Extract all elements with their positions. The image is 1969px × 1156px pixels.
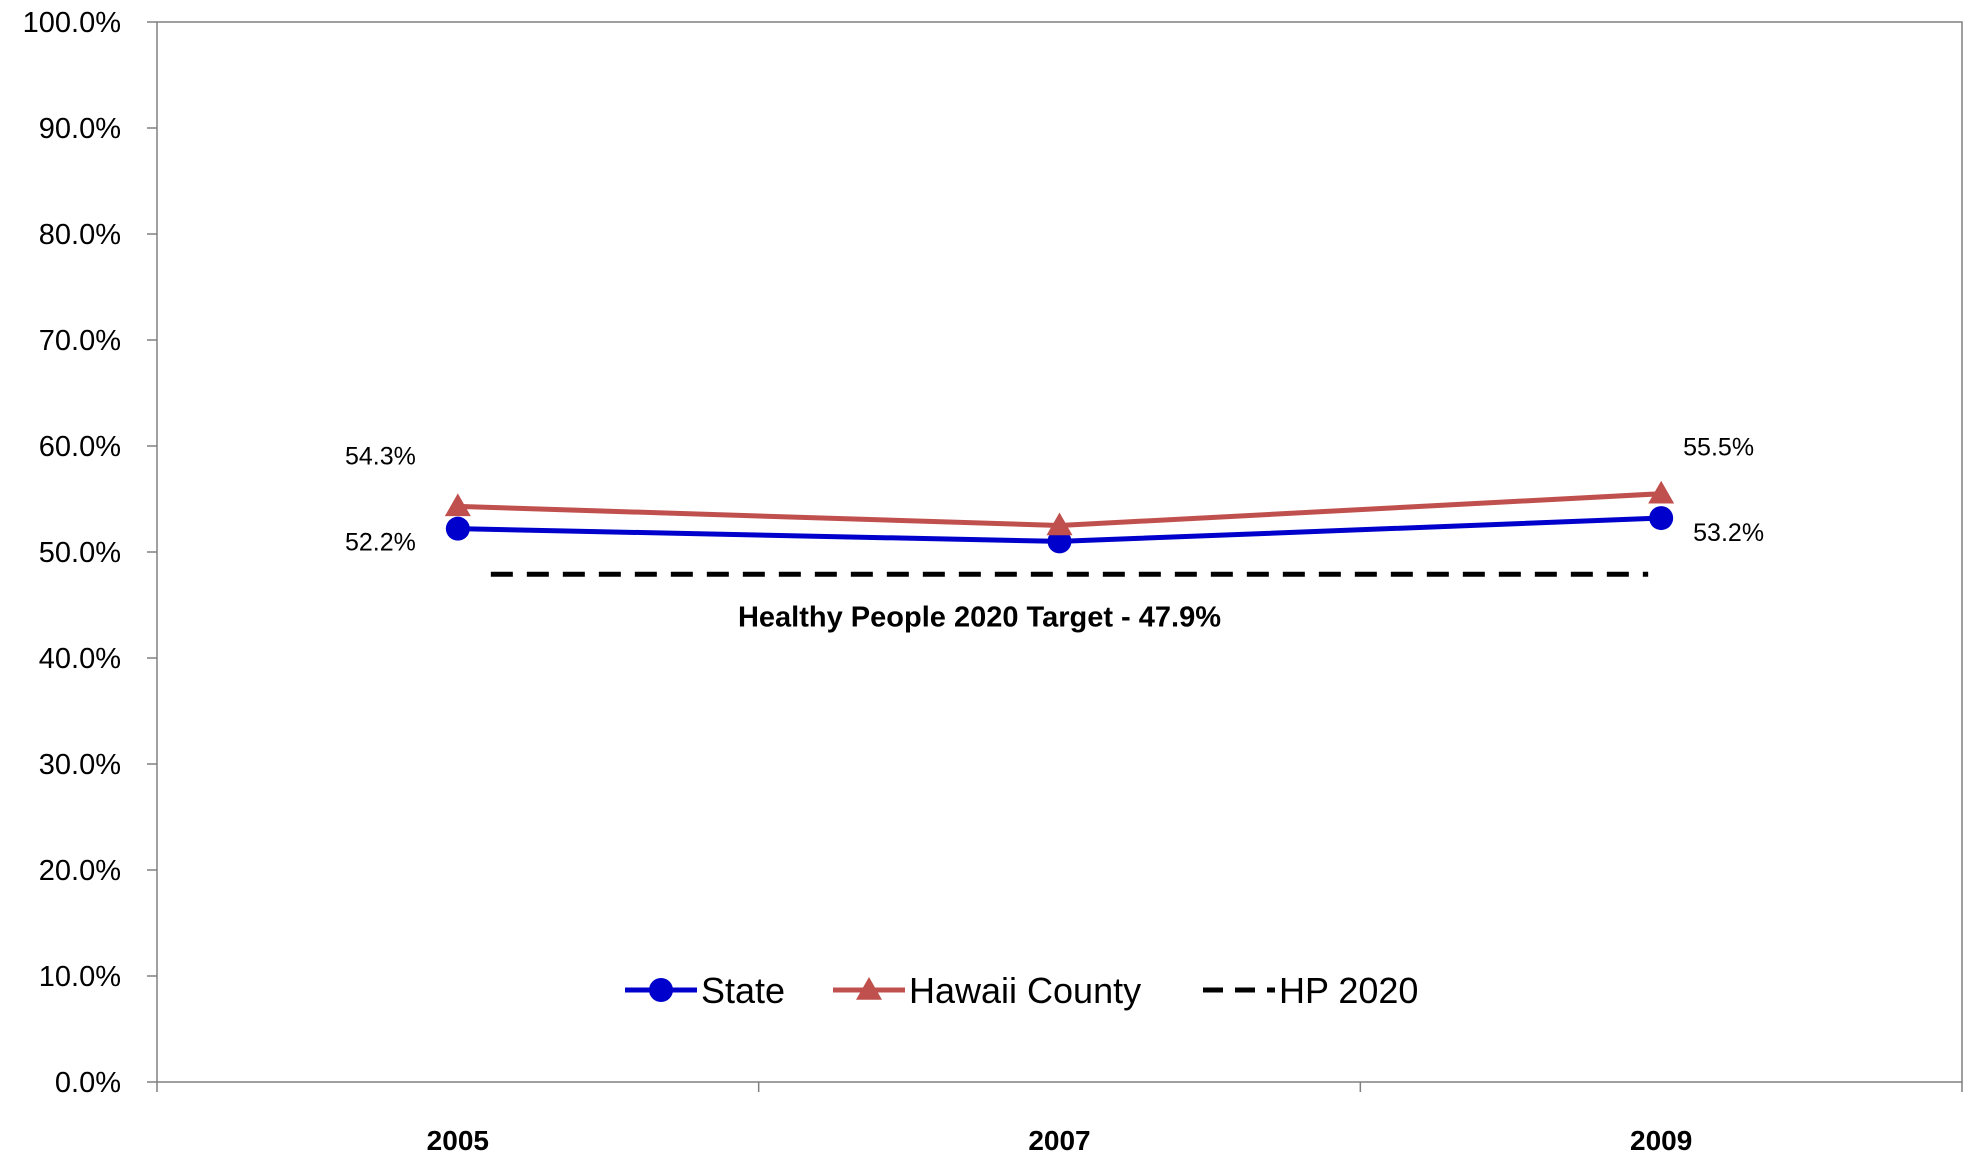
data-label: 54.3% (345, 442, 416, 470)
legend-item-hawaii-county: Hawaii County (833, 970, 1141, 1011)
target-annotation: Healthy People 2020 Target - 47.9% (738, 601, 1221, 633)
y-tick-label: 70.0% (39, 325, 121, 357)
legend-marker (649, 978, 673, 1002)
y-tick-label: 30.0% (39, 749, 121, 781)
y-tick-label: 90.0% (39, 113, 121, 145)
y-tick-label: 100.0% (23, 7, 121, 39)
data-point (445, 516, 470, 541)
data-label: 55.5% (1683, 434, 1754, 462)
y-tick-label: 20.0% (39, 855, 121, 887)
x-axis: 2005 2007 2009 (156, 1082, 1963, 1156)
data-label: 53.2% (1693, 519, 1764, 547)
x-tick-label: 2007 (1028, 1125, 1090, 1156)
y-tick-label: 0.0% (55, 1067, 121, 1099)
legend-marker (856, 977, 882, 1000)
legend-item-hp-2020: HP 2020 (1203, 970, 1418, 1011)
y-tick-label: 40.0% (39, 643, 121, 675)
series-state (445, 506, 1674, 554)
legend-item-state: State (625, 970, 785, 1011)
y-tick-label: 60.0% (39, 431, 121, 463)
series-hawaii-county (444, 480, 1675, 536)
legend: State Hawaii County HP 2020 (625, 970, 1418, 1011)
x-tick-label: 2009 (1630, 1125, 1692, 1156)
y-tick-label: 50.0% (39, 537, 121, 569)
y-tick-label: 10.0% (39, 961, 121, 993)
legend-label: Hawaii County (909, 970, 1141, 1011)
data-point (1046, 512, 1073, 536)
x-tick-label: 2005 (427, 1125, 489, 1156)
legend-label: HP 2020 (1279, 970, 1418, 1011)
data-point (444, 493, 471, 517)
data-point (1649, 506, 1674, 531)
y-axis: 0.0% 10.0% 20.0% 30.0% 40.0% 50.0% 60.0% 70.0% 8… (23, 7, 157, 1099)
data-labels: 52.2% 53.2% 54.3% 55.5% (345, 434, 1764, 557)
series-layer (444, 480, 1675, 577)
y-tick-label: 80.0% (39, 219, 121, 251)
data-point (1648, 480, 1675, 504)
legend-label: State (701, 970, 785, 1011)
data-point (1047, 529, 1072, 554)
data-label: 52.2% (345, 529, 416, 557)
